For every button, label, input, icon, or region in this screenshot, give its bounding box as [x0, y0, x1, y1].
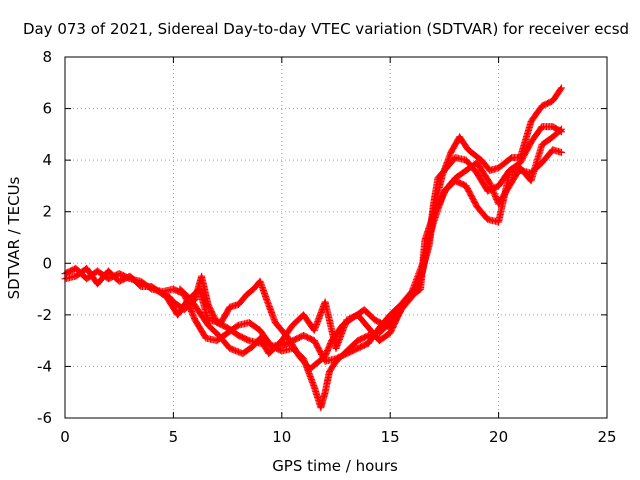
x-ticks: 0 5 10 15 20 25 [60, 57, 617, 446]
data-points [61, 84, 565, 412]
x-tick-label: 10 [272, 428, 291, 446]
chart-title: Day 073 of 2021, Sidereal Day-to-day VTE… [23, 20, 629, 38]
data-point [557, 85, 565, 93]
data-point [557, 84, 565, 92]
x-axis-label: GPS time / hours [272, 457, 398, 475]
data-point [557, 125, 565, 133]
y-tick-label: 4 [42, 151, 52, 169]
y-axis-label: SDTVAR / TECUs [5, 176, 23, 299]
x-tick-label: 5 [169, 428, 179, 446]
data-point [487, 181, 494, 189]
y-tick-label: 2 [42, 203, 52, 221]
y-tick-label: 6 [42, 100, 52, 118]
x-tick-label: 20 [489, 428, 508, 446]
grid [65, 57, 607, 418]
data-point [556, 126, 564, 134]
plot-frame [64, 56, 608, 419]
x-tick-label: 0 [60, 428, 70, 446]
x-tick-label: 25 [597, 428, 616, 446]
data-point [557, 148, 565, 156]
y-tick-label: 8 [42, 48, 52, 66]
x-tick-label: 15 [381, 428, 400, 446]
series-4 [161, 125, 565, 373]
y-tick-label: -6 [37, 409, 52, 427]
y-ticks: -6 -4 -2 0 2 4 6 8 [37, 48, 607, 427]
y-tick-label: 0 [42, 254, 52, 272]
y-tick-label: -4 [37, 357, 52, 375]
y-tick-label: -2 [37, 306, 52, 324]
